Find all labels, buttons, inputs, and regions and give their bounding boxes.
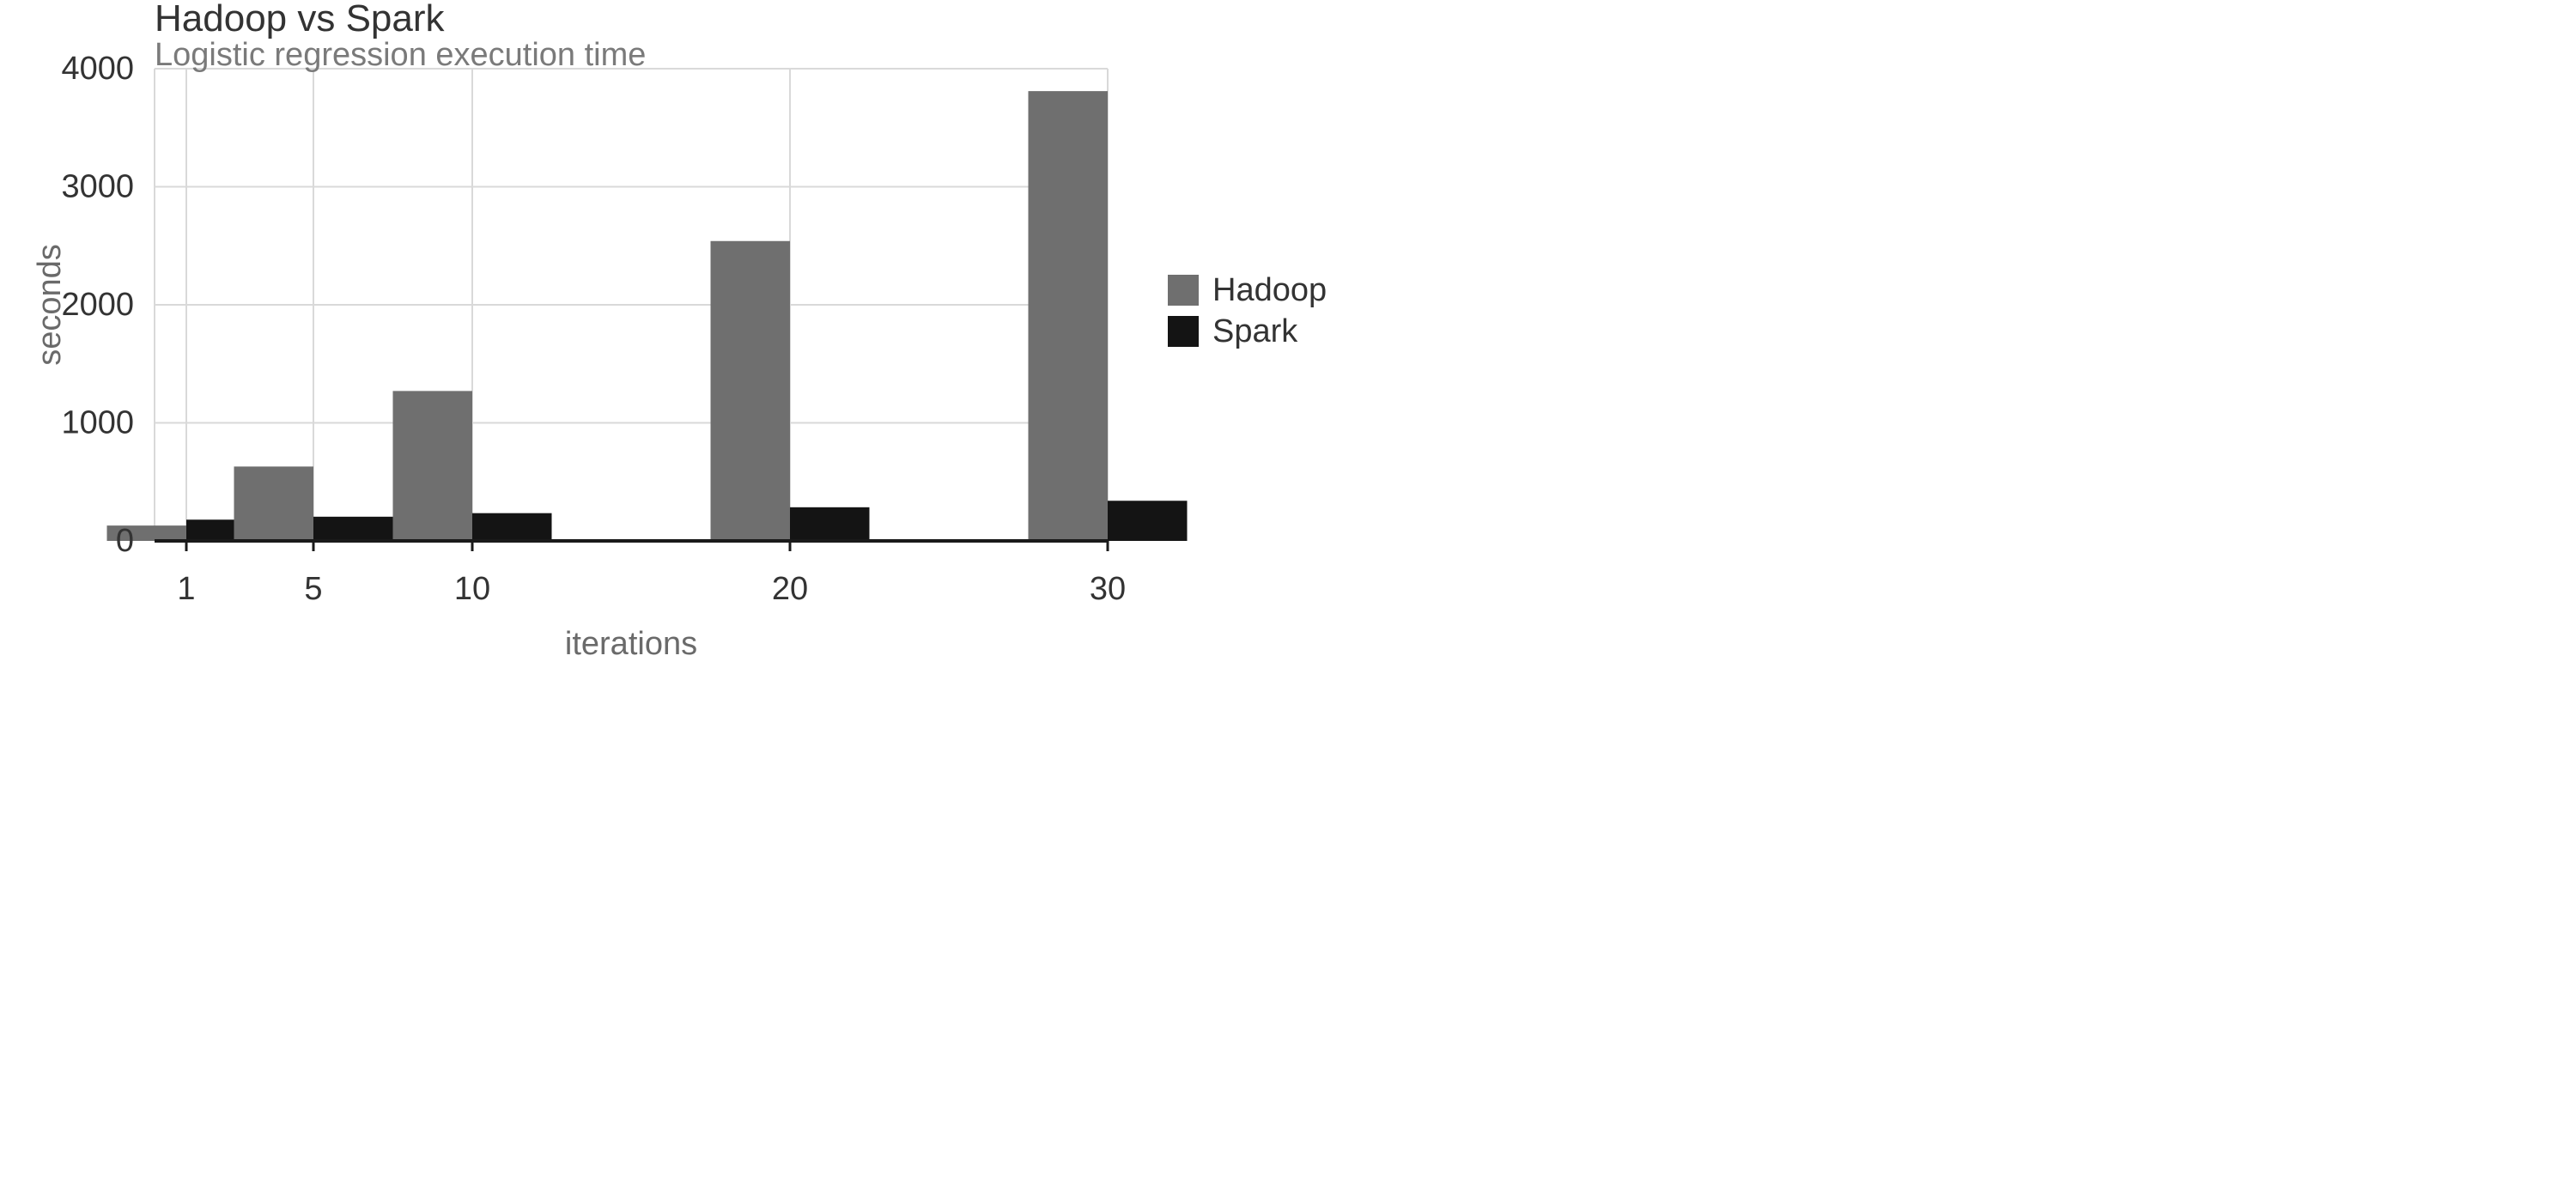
y-tick-label: 4000 <box>61 51 134 87</box>
plot-background <box>0 0 2576 1202</box>
chart-subtitle: Logistic regression execution time <box>155 37 646 73</box>
legend-label: Spark <box>1212 313 1298 349</box>
chart-container: 15102030iterations01000200030004000secon… <box>0 0 1288 601</box>
x-tick-label: 20 <box>772 571 808 607</box>
bar-hadoop <box>234 466 314 541</box>
bar-spark <box>472 513 552 541</box>
legend-swatch <box>1168 316 1199 347</box>
bar-spark <box>1108 501 1188 541</box>
x-tick-label: 10 <box>454 571 490 607</box>
y-axis-label: seconds <box>32 244 68 366</box>
bar-hadoop <box>711 241 791 541</box>
bar-spark <box>790 507 870 541</box>
bar-chart: 1 5 10 20 30 iterations 0 1000 2000 3000 4000 secon… <box>0 0 2576 1202</box>
bar-hadoop <box>393 391 473 541</box>
x-tick-label: 5 <box>304 571 322 607</box>
legend-label: Hadoop <box>1212 272 1327 308</box>
y-tick-label: 0 <box>116 523 134 559</box>
chart-title: Hadoop vs Spark <box>155 0 446 39</box>
bar-hadoop <box>1029 91 1109 541</box>
x-tick-label: 30 <box>1090 571 1126 607</box>
x-tick-label: 1 <box>177 571 195 607</box>
y-tick-label: 1000 <box>61 405 134 441</box>
y-tick-label: 2000 <box>61 287 134 323</box>
bar-spark <box>313 517 393 541</box>
x-axis-label: iterations <box>565 626 697 662</box>
y-tick-label: 3000 <box>61 169 134 205</box>
legend-swatch <box>1168 275 1199 306</box>
